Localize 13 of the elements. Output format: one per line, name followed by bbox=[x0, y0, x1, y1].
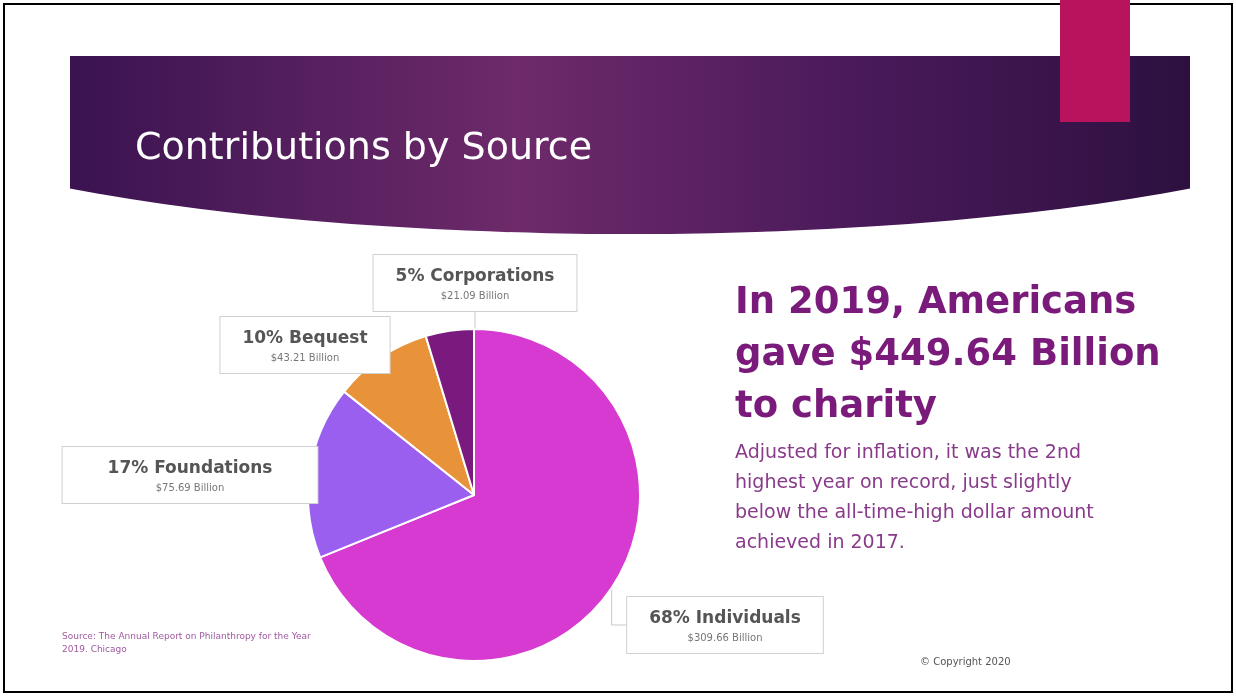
text: Adjusted for inflation, it was the 2nd highest year on record, just slightly below the all-time-high dollar amount achieved in 2017. bbox=[735, 439, 1095, 554]
text: In 2019, Americans gave $449.64 Billion to charity bbox=[735, 278, 1162, 428]
slice-label: 10% Bequest bbox=[242, 327, 368, 347]
slice-label: 5% Corporations bbox=[395, 265, 555, 285]
slice-label: 17% Foundations bbox=[107, 457, 273, 477]
text: © Copyright 2020 bbox=[920, 656, 1011, 667]
slice-label: 68% Individuals bbox=[649, 607, 801, 627]
source-note: Source: The Annual Report on Philanthropy for the Year 2019. Chicago bbox=[62, 630, 312, 656]
chart-title: Contributions by Source bbox=[135, 124, 593, 168]
data-label: $21.09 Billion bbox=[440, 289, 510, 301]
data-label: $75.69 Billion bbox=[155, 481, 225, 493]
data-label: $43.21 Billion bbox=[270, 351, 340, 363]
data-label: $309.66 Billion bbox=[687, 631, 763, 643]
